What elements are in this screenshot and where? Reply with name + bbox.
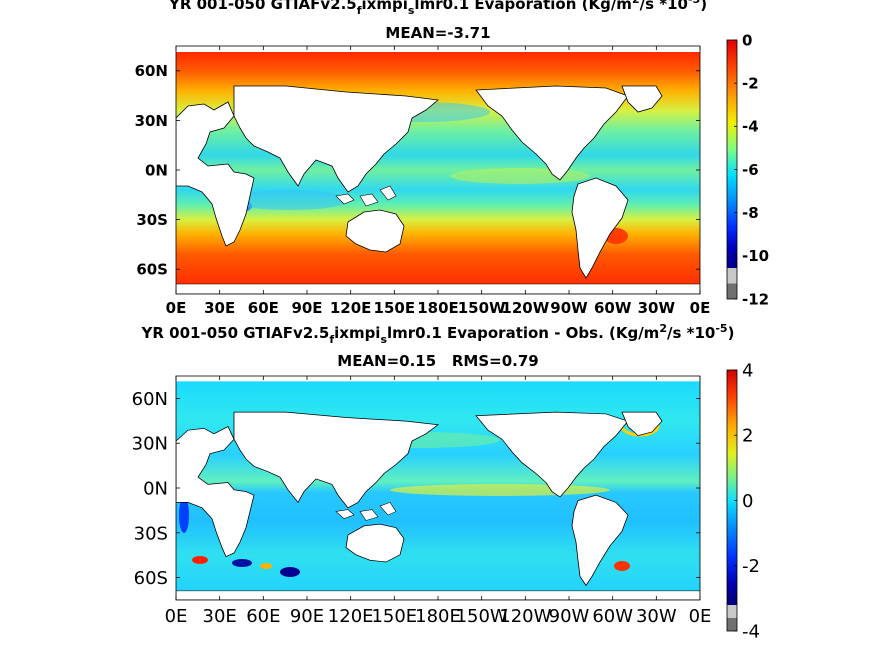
colorbar-tick-label: -4 — [742, 118, 759, 136]
x-tick-label: 30W — [636, 606, 677, 627]
x-tick-label: 120E — [328, 606, 374, 627]
y-tick-label: 60S — [134, 568, 168, 589]
colorbar-tick-label: -6 — [742, 161, 759, 179]
bottom-indian-cold1 — [232, 559, 252, 567]
x-tick-label: 0E — [690, 299, 711, 317]
x-tick-label: 0E — [689, 606, 712, 627]
y-tick-label: 0N — [143, 478, 168, 499]
x-tick-label: 150W — [456, 606, 508, 627]
y-tick-label: 60N — [135, 62, 168, 80]
colorbar-tick-label: 0 — [742, 31, 752, 49]
x-tick-label: 150E — [374, 299, 416, 317]
x-tick-label: 90W — [549, 606, 590, 627]
x-tick-label: 0E — [165, 606, 188, 627]
y-tick-label: 30S — [134, 523, 168, 544]
colorbar-tick-label: -4 — [742, 621, 760, 642]
top-ocean-field — [176, 46, 700, 294]
x-tick-label: 180E — [417, 299, 459, 317]
colorbar-tick-label: -2 — [742, 75, 759, 93]
y-tick-label: 30N — [135, 112, 168, 130]
colorbar-tick-label: -2 — [742, 556, 760, 577]
y-tick-label: 60N — [132, 389, 168, 410]
top-colorbar-ticks: 0 -2 -4 -6 -8 -10 -12 — [734, 31, 769, 308]
colorbar-tick-label: -10 — [742, 247, 769, 265]
bottom-title-line1: YR 001-050 GTIAFv2.5fixmpislmr0.1 Evapor… — [141, 322, 735, 346]
top-title-line1: YR 001-050 GTIAFv2.5fixmpislmr0.1 Evapor… — [168, 0, 707, 17]
x-tick-label: 0E — [166, 299, 187, 317]
x-tick-label: 150W — [458, 299, 506, 317]
top-panel: YR 001-050 GTIAFv2.5fixmpislmr0.1 Evapor… — [135, 0, 770, 317]
top-title-line2: MEAN=-3.71 — [385, 24, 490, 42]
top-map — [176, 46, 700, 294]
x-tick-label: 60E — [248, 299, 279, 317]
bottom-panel: YR 001-050 GTIAFv2.5fixmpislmr0.1 Evapor… — [132, 322, 760, 642]
bottom-title-line2: MEAN=0.15 RMS=0.79 — [337, 352, 538, 370]
top-eq-pacific-cold — [450, 168, 590, 184]
bottom-agulhas-hot — [192, 556, 208, 564]
colorbar-tick-label: 0 — [742, 491, 753, 512]
x-tick-label: 120W — [501, 299, 549, 317]
x-tick-label: 120W — [499, 606, 551, 627]
x-tick-label: 60W — [592, 606, 633, 627]
colorbar-tick-label: -12 — [742, 290, 769, 308]
x-tick-label: 30E — [203, 606, 237, 627]
bottom-indian-warm — [260, 563, 272, 569]
colorbar-tick-label: 4 — [742, 360, 753, 381]
x-tick-label: 60E — [246, 606, 280, 627]
bottom-brazil-hot — [614, 561, 630, 571]
x-tick-label: 90W — [550, 299, 588, 317]
y-tick-label: 0N — [145, 161, 168, 179]
x-tick-label: 150E — [371, 606, 417, 627]
y-tick-label: 30N — [132, 434, 168, 455]
bottom-map — [176, 376, 700, 600]
bottom-indian-cold2 — [280, 567, 300, 577]
x-tick-label: 90E — [291, 299, 322, 317]
top-indian-band — [230, 190, 350, 210]
bottom-westafrica-cold — [179, 497, 189, 533]
x-tick-label: 60W — [594, 299, 632, 317]
x-tick-label: 30E — [204, 299, 235, 317]
x-tick-label: 180E — [415, 606, 461, 627]
colorbar-tick-label: -8 — [742, 204, 759, 222]
bottom-colorbar-ticks: 4 2 0 -2 -4 — [734, 360, 760, 642]
x-tick-label: 90E — [290, 606, 324, 627]
bottom-eq-warm-band — [390, 484, 610, 496]
x-tick-label: 120E — [330, 299, 372, 317]
x-tick-label: 30W — [638, 299, 676, 317]
y-tick-label: 60S — [136, 261, 168, 279]
colorbar-tick-label: 2 — [742, 426, 753, 447]
y-tick-label: 30S — [136, 211, 168, 229]
